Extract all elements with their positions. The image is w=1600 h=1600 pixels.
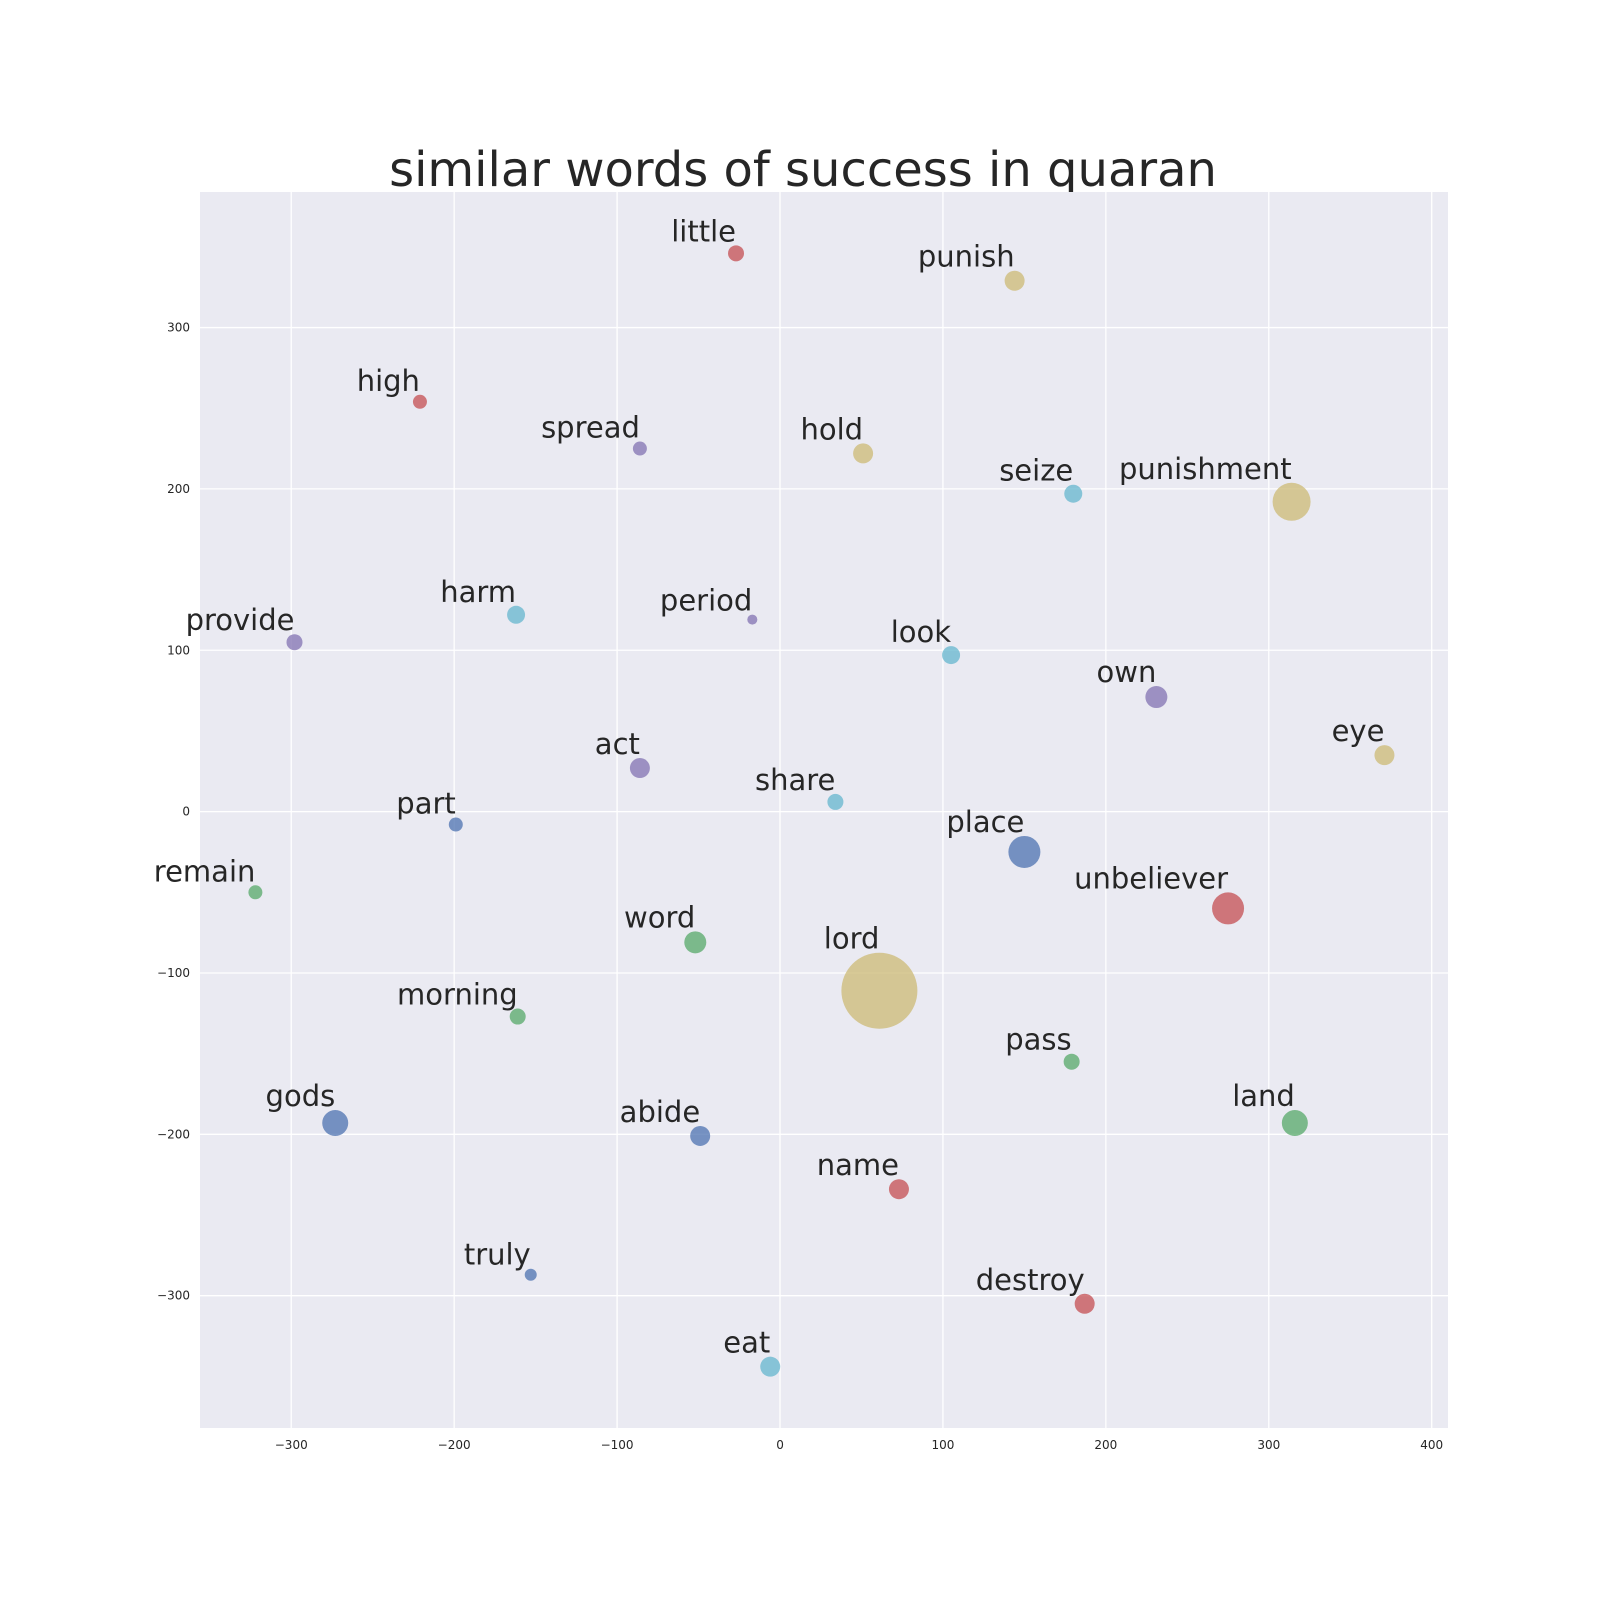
label-act: act (595, 727, 640, 761)
label-destroy: destroy (976, 1263, 1085, 1297)
label-own: own (1097, 655, 1157, 689)
label-land: land (1232, 1079, 1295, 1113)
label-period: period (660, 584, 752, 618)
point-place (1008, 835, 1041, 868)
point-part (448, 817, 463, 832)
x-tick-label: −200 (438, 1438, 471, 1452)
label-share: share (755, 763, 835, 797)
point-high (412, 394, 427, 409)
label-eat: eat (723, 1326, 770, 1360)
point-morning (509, 1008, 526, 1025)
point-land (1281, 1110, 1308, 1137)
label-word: word (624, 900, 695, 934)
label-look: look (891, 615, 952, 649)
point-act (629, 758, 650, 779)
label-truly: truly (464, 1238, 531, 1272)
data-labels: little punish high spread hold seize punishmen… (154, 214, 1385, 1359)
label-part: part (396, 787, 455, 821)
y-tick-label: 200 (167, 482, 190, 496)
y-axis-ticks: −300 −200 −100 0 100 200 300 (157, 321, 190, 1303)
point-seize (1064, 484, 1083, 503)
point-word (684, 931, 707, 954)
label-spread: spread (541, 411, 640, 445)
point-provide (286, 634, 303, 651)
label-little: little (671, 214, 736, 248)
label-place: place (946, 805, 1024, 839)
label-lord: lord (824, 922, 880, 956)
y-tick-label: −300 (157, 1289, 190, 1303)
point-lord (841, 952, 918, 1029)
point-eye (1374, 745, 1395, 766)
point-abide (690, 1125, 711, 1146)
y-tick-label: 100 (167, 643, 190, 657)
label-seize: seize (999, 454, 1073, 488)
point-gods (322, 1110, 349, 1137)
label-harm: harm (440, 575, 516, 609)
point-own (1145, 686, 1168, 709)
point-look (942, 646, 961, 665)
point-hold (853, 443, 874, 464)
point-little (728, 245, 745, 262)
y-tick-label: −200 (157, 1127, 190, 1141)
y-tick-label: 0 (182, 805, 190, 819)
y-tick-label: −100 (157, 966, 190, 980)
point-unbeliever (1212, 892, 1245, 925)
grid-lines (200, 192, 1448, 1428)
point-punish (1004, 270, 1025, 291)
point-truly (524, 1268, 537, 1281)
label-punish: punish (918, 240, 1015, 274)
label-unbeliever: unbeliever (1074, 861, 1228, 895)
label-pass: pass (1005, 1023, 1071, 1057)
point-remain (248, 885, 263, 900)
point-pass (1063, 1053, 1080, 1070)
label-gods: gods (266, 1079, 336, 1113)
point-spread (632, 441, 647, 456)
y-tick-label: 300 (167, 321, 190, 335)
label-name: name (817, 1148, 899, 1182)
point-punishment (1272, 482, 1311, 521)
x-tick-label: −300 (275, 1438, 308, 1452)
x-tick-label: 200 (1094, 1438, 1117, 1452)
point-name (888, 1179, 909, 1200)
point-period (747, 614, 758, 625)
label-provide: provide (186, 603, 295, 637)
label-remain: remain (154, 854, 256, 888)
point-destroy (1074, 1293, 1095, 1314)
label-eye: eye (1332, 714, 1385, 748)
point-eat (760, 1356, 781, 1377)
x-tick-label: 100 (931, 1438, 954, 1452)
label-punishment: punishment (1119, 452, 1292, 486)
label-high: high (357, 364, 420, 398)
label-morning: morning (397, 978, 518, 1012)
data-points (248, 245, 1395, 1377)
x-axis-ticks: −300 −200 −100 0 100 200 300 400 (275, 1438, 1443, 1452)
plot-area (200, 192, 1448, 1428)
x-tick-label: 300 (1257, 1438, 1280, 1452)
chart-title: similar words of success in quaran (389, 142, 1217, 198)
x-tick-label: −100 (601, 1438, 634, 1452)
x-tick-label: 0 (776, 1438, 784, 1452)
label-hold: hold (801, 412, 864, 446)
point-share (827, 793, 844, 810)
x-tick-label: 400 (1420, 1438, 1443, 1452)
label-abide: abide (620, 1095, 701, 1129)
point-harm (507, 605, 526, 624)
